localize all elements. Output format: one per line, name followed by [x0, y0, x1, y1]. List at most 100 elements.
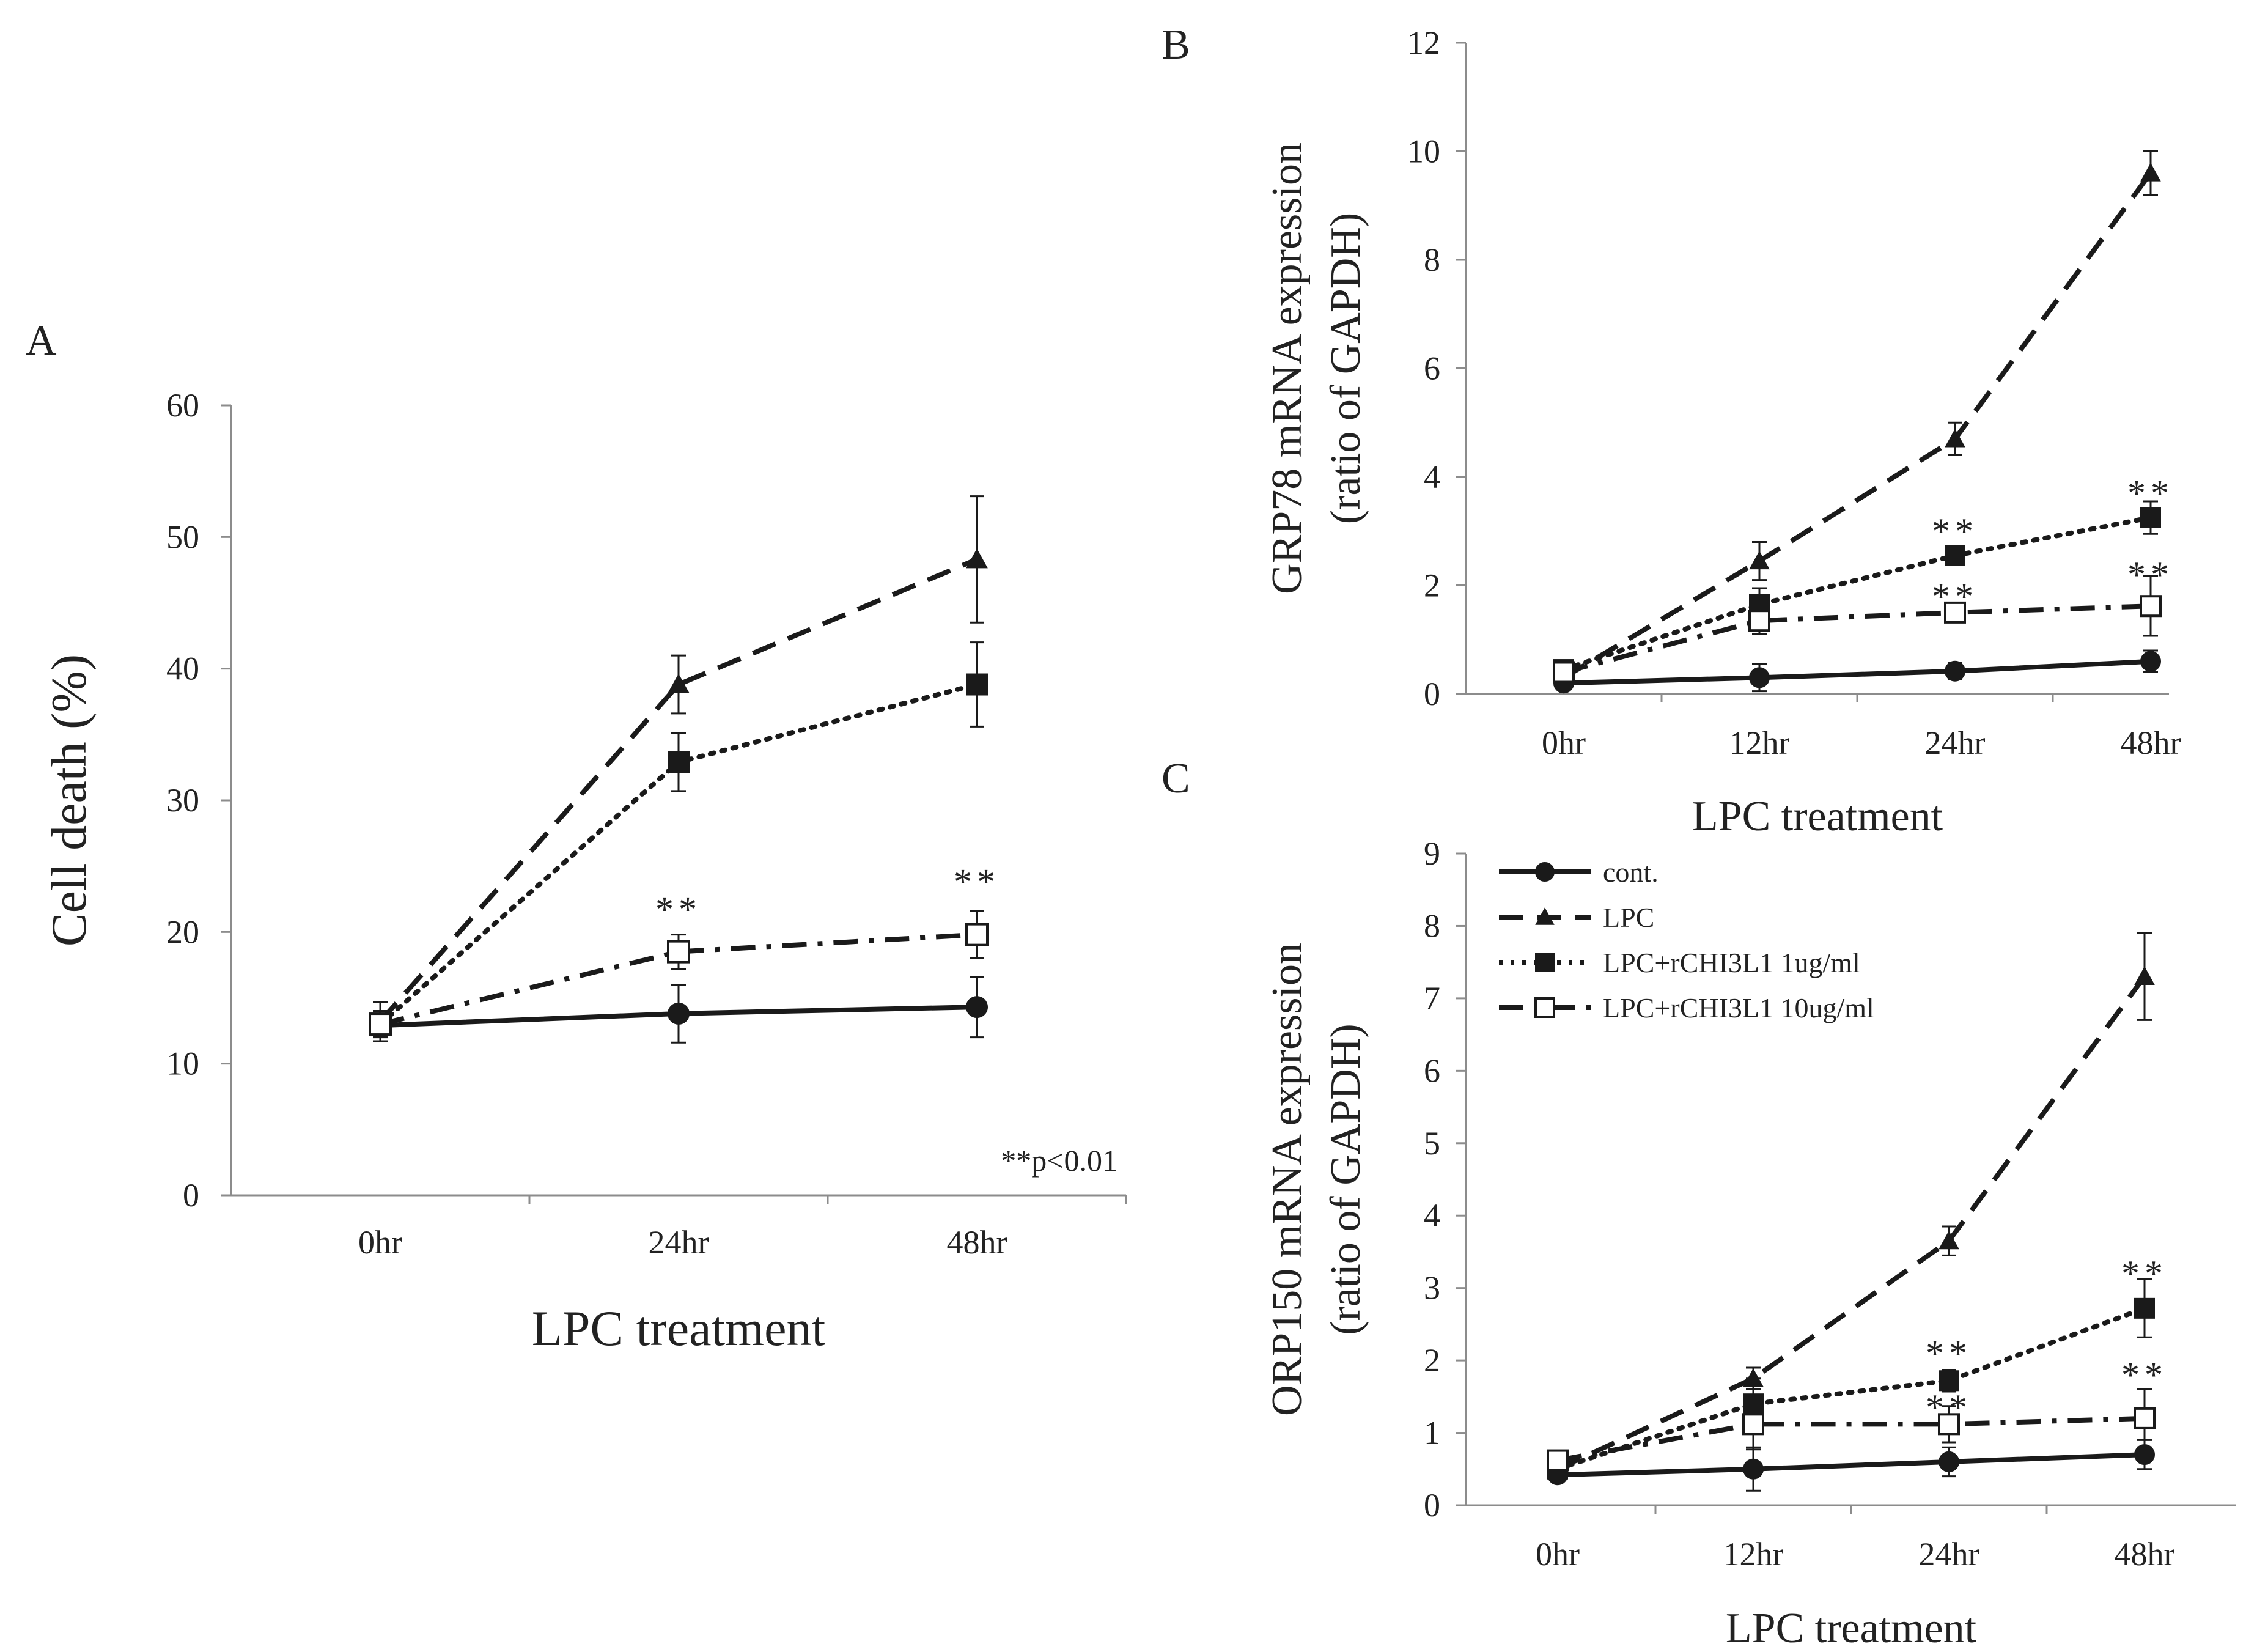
significance-marker: ** [2121, 1253, 2168, 1294]
data-point [1939, 1370, 1959, 1392]
y-tick-label: 7 [1424, 980, 1440, 1017]
data-point [667, 940, 690, 964]
series-cont [1553, 649, 2161, 694]
panel-label-b: B [1162, 21, 1190, 68]
legend-item-lpc: LPC [1499, 902, 1654, 933]
data-point [1743, 1368, 1764, 1387]
y-tick-label: 3 [1424, 1270, 1440, 1307]
y-tick-label: 6 [1424, 1052, 1440, 1089]
y-tick-label: 10 [1407, 133, 1440, 170]
y-tick-label: 50 [166, 518, 199, 555]
series-lpc-rchi3l1-10ug-ml [1553, 575, 2162, 684]
legend-label: cont. [1603, 857, 1659, 888]
x-tick-label: 12hr [1729, 725, 1790, 761]
data-point [1944, 601, 1966, 624]
data-point [1945, 545, 1965, 566]
data-point [965, 923, 989, 946]
data-point [1553, 661, 1575, 684]
x-tick-label: 48hr [947, 1224, 1007, 1261]
y-tick-label: 8 [1424, 907, 1440, 944]
significance-marker: ** [954, 862, 1000, 902]
data-point [1938, 1413, 1960, 1436]
legend-marker [1535, 907, 1555, 925]
significance-note: **p<0.01 [1001, 1143, 1117, 1178]
series-line [1562, 171, 2153, 680]
data-point [2134, 1407, 2156, 1429]
y-tick-label: 10 [166, 1045, 199, 1082]
y-axis-subtitle: (ratio of GAPDH) [1322, 1023, 1369, 1335]
x-axis-title: LPC treatment [1692, 793, 1943, 840]
legend-marker [1535, 953, 1555, 972]
data-point [1939, 1451, 1959, 1472]
panel-label-c: C [1162, 755, 1190, 802]
series-line [1555, 1305, 2147, 1472]
significance-marker: ** [2127, 555, 2174, 595]
x-tick-label: 48hr [2121, 725, 2181, 761]
y-tick-label: 2 [1424, 1342, 1440, 1379]
series-line [1557, 1415, 2145, 1463]
legend-label: LPC+rCHI3L1 10ug/ml [1603, 992, 1874, 1023]
data-point [1749, 667, 1770, 688]
legend-item-lpc-rchi3l1-1ug-ml: LPC+rCHI3L1 1ug/ml [1499, 947, 1860, 978]
series-line [1556, 975, 2147, 1472]
y-tick-label: 5 [1424, 1125, 1440, 1162]
y-tick-label: 12 [1407, 24, 1440, 61]
data-point [2140, 507, 2161, 528]
legend-label: LPC [1603, 902, 1654, 933]
y-tick-label: 6 [1424, 350, 1440, 387]
x-tick-label: 24hr [1919, 1536, 1979, 1573]
y-tick-label: 4 [1424, 1197, 1440, 1234]
y-tick-label: 4 [1424, 459, 1440, 495]
data-point [1547, 1449, 1569, 1472]
data-point [966, 548, 988, 569]
y-tick-label: 1 [1424, 1415, 1440, 1451]
y-tick-label: 0 [183, 1177, 199, 1214]
series-lpc [1553, 150, 2161, 686]
data-point [668, 1002, 690, 1025]
data-point [966, 673, 988, 696]
significance-marker: ** [1932, 576, 1978, 616]
series-cont [369, 976, 988, 1044]
data-point [2134, 966, 2155, 985]
significance-marker: ** [655, 890, 702, 930]
y-tick-label: 2 [1424, 567, 1440, 604]
series-cont [1547, 1439, 2155, 1492]
legend: cont. LPC LPC+rCHI3L1 1ug/ml LPC+rCHI3L1 10… [1499, 857, 1874, 1023]
data-point [1742, 1413, 1764, 1436]
x-tick-label: 48hr [2115, 1536, 2175, 1573]
data-point [2140, 651, 2161, 672]
series-lpc-rchi3l1-1ug-ml [1553, 500, 2161, 680]
x-tick-label: 0hr [1536, 1536, 1580, 1573]
series-line [378, 557, 978, 1023]
legend-item-lpc-rchi3l1-10ug-ml: LPC+rCHI3L1 10ug/ml [1499, 992, 1874, 1023]
y-tick-label: 0 [1424, 1487, 1440, 1524]
x-tick-label: 0hr [358, 1224, 402, 1261]
legend-marker [1535, 862, 1555, 882]
series-line [1557, 1452, 2145, 1478]
data-point [1743, 1458, 1764, 1480]
x-tick-label: 24hr [649, 1224, 709, 1261]
y-tick-label: 0 [1424, 676, 1440, 712]
series-lpc-rchi3l1-10ug-ml [369, 910, 989, 1039]
y-tick-label: 8 [1424, 242, 1440, 278]
data-point [1749, 550, 1770, 570]
y-tick-label: 30 [166, 782, 199, 819]
y-axis-subtitle: (ratio of GAPDH) [1322, 213, 1369, 524]
legend-item-cont: cont. [1499, 857, 1659, 888]
data-point [668, 751, 690, 773]
data-point [369, 1012, 392, 1036]
data-point [2134, 1297, 2155, 1319]
y-axis-title: Cell death (%) [41, 654, 97, 946]
data-point [966, 996, 988, 1019]
series-line [1561, 515, 2153, 673]
y-axis-title: ORP150 mRNA expression [1264, 943, 1311, 1416]
data-point [1945, 660, 1965, 682]
panel-c: C 0 1 2 3 4 5 6 7 8 9 0hr 12hr 24hr 48hr LPC treatment O… [1162, 755, 2236, 1652]
y-tick-label: 9 [1424, 835, 1440, 872]
panel-a: A 0 10 20 30 40 50 60 0hr 24hr 48hr LPC treatment Ce… [26, 317, 1127, 1356]
y-tick-label: 40 [166, 651, 199, 687]
significance-marker: ** [1932, 511, 1978, 551]
data-point [668, 673, 690, 693]
x-tick-label: 24hr [1925, 725, 1986, 761]
